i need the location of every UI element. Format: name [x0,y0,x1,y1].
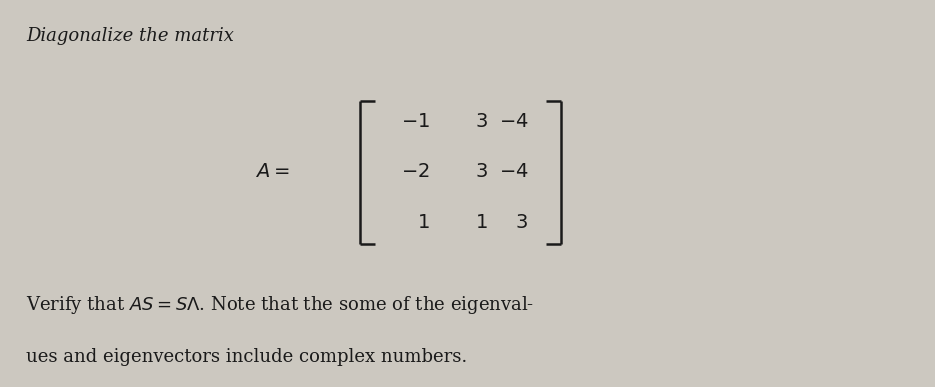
Text: $-4$: $-4$ [498,113,528,131]
Text: $3$: $3$ [475,163,488,181]
Text: $-1$: $-1$ [401,113,430,131]
Text: Verify that $AS = S\Lambda$. Note that the some of the eigenval-: Verify that $AS = S\Lambda$. Note that t… [26,294,535,316]
Text: $-2$: $-2$ [401,163,430,181]
Text: $A =$: $A =$ [255,163,290,181]
Text: ues and eigenvectors include complex numbers.: ues and eigenvectors include complex num… [26,348,468,366]
Text: $1$: $1$ [417,214,430,231]
Text: $1$: $1$ [475,214,488,231]
Text: $-4$: $-4$ [498,163,528,181]
Text: $3$: $3$ [475,113,488,131]
Text: Diagonalize the matrix: Diagonalize the matrix [26,27,234,45]
Text: $3$: $3$ [515,214,528,231]
